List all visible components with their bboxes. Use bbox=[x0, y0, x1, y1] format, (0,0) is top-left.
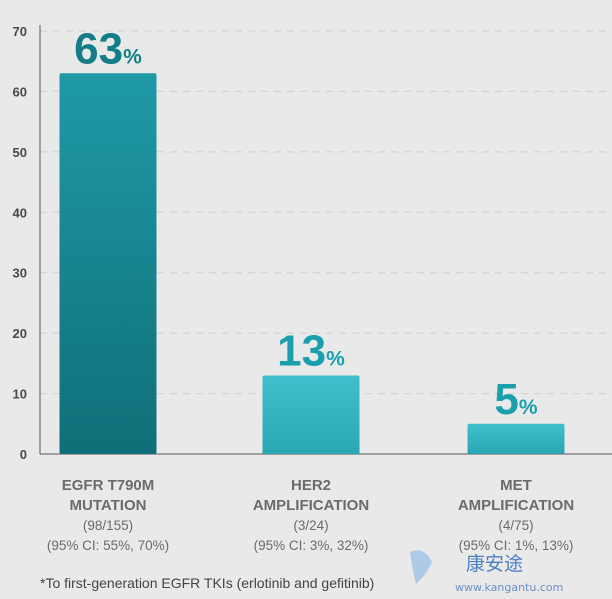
x-tick-label: HER2 bbox=[291, 477, 331, 494]
count-label: (98/155) bbox=[83, 518, 133, 533]
count-label: (3/24) bbox=[293, 518, 328, 533]
x-tick-label: AMPLIFICATION bbox=[253, 497, 369, 514]
bar bbox=[467, 423, 565, 454]
y-tick-label: 10 bbox=[13, 387, 27, 402]
leaf-icon bbox=[410, 550, 432, 584]
y-tick-label: 70 bbox=[13, 24, 27, 39]
x-tick-label: AMPLIFICATION bbox=[458, 497, 574, 514]
count-label: (4/75) bbox=[498, 518, 533, 533]
data-label: 5% bbox=[494, 375, 537, 424]
data-label: 63% bbox=[74, 24, 142, 73]
y-tick-label: 30 bbox=[13, 266, 27, 281]
watermark-url: www.kangantu.com bbox=[455, 581, 563, 594]
ci-label: (95% CI: 1%, 13%) bbox=[459, 538, 574, 553]
y-tick-label: 60 bbox=[13, 84, 27, 99]
y-tick-label: 20 bbox=[13, 326, 27, 341]
y-tick-label: 40 bbox=[13, 205, 27, 220]
category-labels: EGFR T790M MUTATION (98/155) (95% CI: 55%, … bbox=[47, 477, 574, 553]
x-tick-label: MET bbox=[500, 477, 532, 494]
watermark-text: 康安途 bbox=[466, 553, 523, 575]
bar bbox=[59, 73, 157, 455]
y-tick-label: 0 bbox=[20, 447, 27, 462]
bars bbox=[59, 73, 565, 455]
bar bbox=[262, 375, 360, 454]
y-tick-label: 50 bbox=[13, 145, 27, 160]
x-tick-label: EGFR T790M bbox=[62, 477, 155, 494]
footnote: *To first-generation EGFR TKIs (erlotini… bbox=[40, 575, 374, 591]
ci-label: (95% CI: 55%, 70%) bbox=[47, 538, 169, 553]
ci-label: (95% CI: 3%, 32%) bbox=[254, 538, 369, 553]
value-labels: 63% 13% 5% bbox=[74, 24, 538, 423]
x-tick-label: MUTATION bbox=[70, 497, 147, 514]
watermark-logo: 康安途 www.kangantu.com bbox=[410, 550, 563, 594]
data-label: 13% bbox=[277, 326, 345, 375]
